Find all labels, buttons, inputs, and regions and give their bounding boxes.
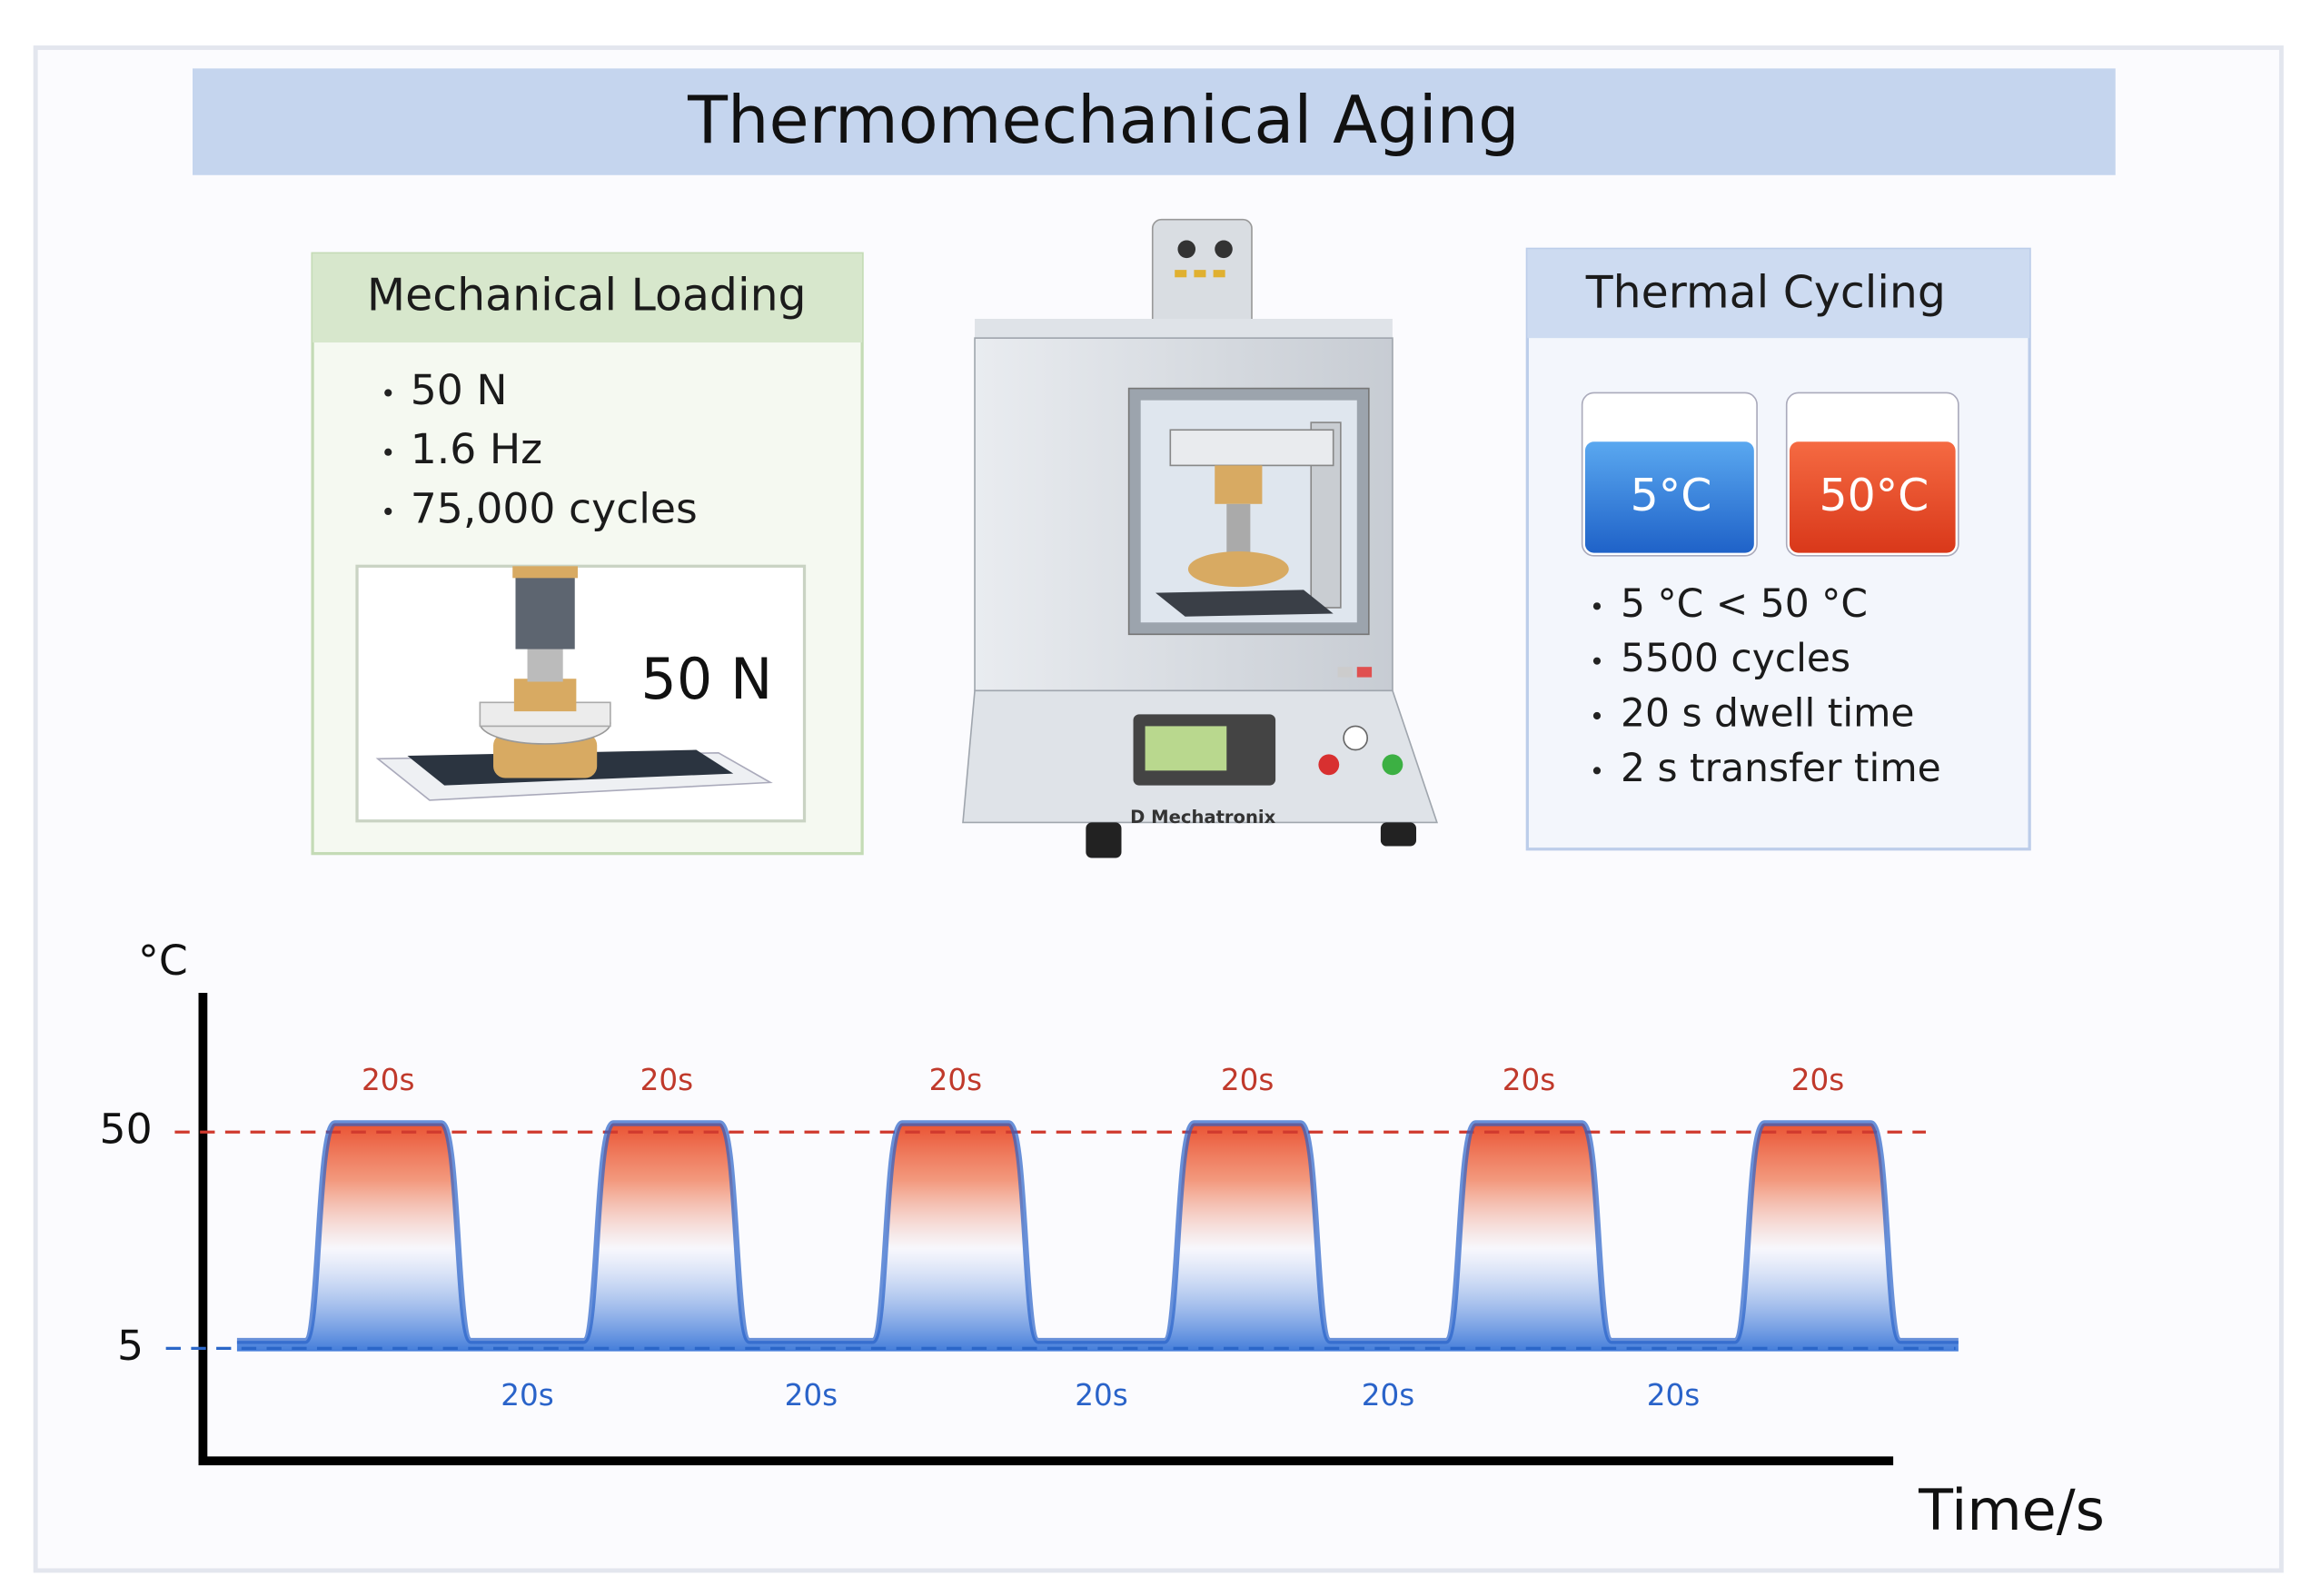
dwell-label: 20s <box>785 1378 838 1413</box>
list-item: 20 s dwell time <box>1621 690 1914 735</box>
decoration <box>512 566 578 579</box>
list-item: 5500 cycles <box>1621 636 1850 680</box>
decoration <box>1356 667 1373 678</box>
dwell-label: 20s <box>1075 1378 1127 1413</box>
bath-label: 5°C <box>1631 470 1712 521</box>
temperature-profile: °C 50 5 Time/s 20s 20s 20s 20s 20s 20s 20s 20s 2… <box>100 937 2105 1543</box>
list-item: 5 °C < 50 °C <box>1621 581 1868 626</box>
dwell-label: 20s <box>929 1063 982 1097</box>
decoration <box>527 646 563 682</box>
decoration <box>1169 429 1334 467</box>
y-label: 50 <box>100 1105 153 1154</box>
x-label: Time/s <box>1918 1477 2105 1543</box>
bullet <box>1592 602 1602 610</box>
curve-outline <box>236 1120 1959 1344</box>
bullet <box>384 389 392 397</box>
bullet <box>1592 711 1602 720</box>
title-bar <box>193 68 2116 175</box>
bath-label: 50°C <box>1820 470 1929 521</box>
dwell-label: 20s <box>501 1378 553 1413</box>
y-unit: °C <box>138 937 188 985</box>
decoration <box>513 679 577 712</box>
list-item: 2 s transfer time <box>1621 746 1941 790</box>
bullet <box>1592 767 1602 775</box>
machine-illustration: D Mechatronix <box>962 218 1438 858</box>
bullet <box>384 448 392 456</box>
panel-title: Thermal Cycling <box>1585 266 1946 318</box>
bullet <box>1592 657 1602 665</box>
dwell-label: 20s <box>1362 1378 1414 1413</box>
decoration <box>1086 822 1122 858</box>
title: Thermomechanical Aging <box>687 82 1520 158</box>
decoration: 50 N 1.6 Hz 75,000 cycles <box>384 366 698 532</box>
thermal-panel: Thermal Cycling 5°C 50°C 5 °C < 50 °C 550… <box>1525 247 2031 851</box>
decoration <box>1343 725 1369 751</box>
decoration <box>1226 503 1251 555</box>
decoration: 5 °C < 50 °C 5500 cycles 20 s dwell time 2 … <box>1592 581 1941 790</box>
decoration <box>1215 465 1263 504</box>
decoration <box>1789 441 1956 553</box>
y-label: 5 <box>117 1322 144 1370</box>
decoration <box>1380 822 1417 847</box>
dwell-label: 20s <box>1221 1063 1274 1097</box>
decoration <box>515 571 575 649</box>
decoration <box>1175 270 1187 278</box>
decoration <box>1187 550 1289 588</box>
brand: D Mechatronix <box>1130 807 1275 828</box>
decoration <box>1194 270 1206 278</box>
decoration <box>312 253 863 343</box>
list-item: 50 N <box>411 366 508 414</box>
decoration <box>1382 754 1403 776</box>
decoration <box>1213 270 1225 278</box>
decoration <box>1337 667 1353 678</box>
decoration <box>1584 441 1754 553</box>
force-label: 50 N <box>640 646 772 712</box>
decoration <box>1318 754 1340 776</box>
list-item: 75,000 cycles <box>411 484 698 532</box>
bullet <box>384 507 392 516</box>
dwell-label: 20s <box>1647 1378 1700 1413</box>
dwell-label: 20s <box>362 1063 414 1097</box>
decoration <box>1177 240 1196 259</box>
list-item: 1.6 Hz <box>411 425 542 473</box>
decoration <box>1156 590 1334 617</box>
dwell-label: 20s <box>640 1063 693 1097</box>
dwell-label: 20s <box>1791 1063 1844 1097</box>
panel-title: Mechanical Loading <box>367 270 807 322</box>
dwell-label: 20s <box>1503 1063 1555 1097</box>
decoration <box>1215 240 1233 259</box>
decoration <box>1527 249 2030 339</box>
temperature-curve <box>236 1123 1959 1352</box>
mechanical-panel: Mechanical Loading 50 N 1.6 Hz 75,000 cycl… <box>311 252 864 856</box>
decoration <box>1145 726 1227 771</box>
decoration <box>493 733 598 778</box>
